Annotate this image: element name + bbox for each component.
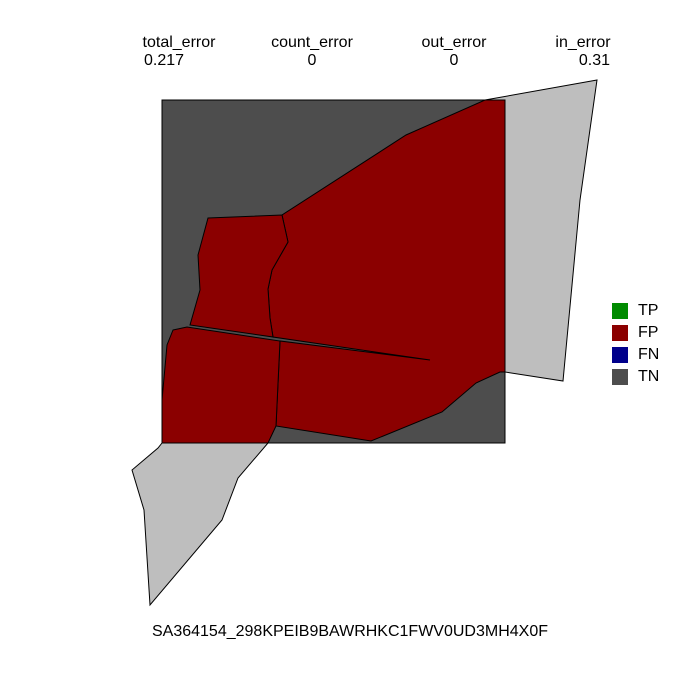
metric-value: 0.217 <box>144 52 185 69</box>
legend-item-tn: TN <box>612 366 659 388</box>
metric-value: 0 <box>449 52 459 69</box>
legend-label: TN <box>638 368 660 385</box>
legend-item-fp: FP <box>612 322 659 344</box>
metric-label: total_error <box>142 34 216 51</box>
legend-swatch <box>612 369 628 385</box>
legend: TP FP FN TN <box>612 300 659 388</box>
metric-in-error: in_error 0.31 <box>528 34 638 70</box>
fp-region-bottom-left <box>161 326 281 444</box>
metric-value: 0.31 <box>578 52 610 69</box>
legend-swatch <box>612 303 628 319</box>
legend-label: FN <box>638 346 660 363</box>
metric-out-error: out_error 0 <box>392 34 516 70</box>
outside-region-bottom-left <box>131 442 270 607</box>
legend-label: TP <box>638 302 659 319</box>
metric-label: in_error <box>555 34 611 51</box>
metric-count-error: count_error 0 <box>250 34 374 70</box>
legend-item-tp: TP <box>612 300 659 322</box>
image-id-caption: SA364154_298KPEIB9BAWRHKC1FWV0UD3MH4X0F <box>151 623 549 640</box>
legend-item-fn: FN <box>612 344 659 366</box>
metric-total-error: total_error 0.217 <box>124 34 234 70</box>
legend-label: FP <box>638 324 659 341</box>
metric-value: 0 <box>307 52 317 69</box>
legend-swatch <box>612 347 628 363</box>
metric-label: out_error <box>421 34 487 51</box>
legend-swatch <box>612 325 628 341</box>
metric-label: count_error <box>271 34 353 51</box>
fp-region-top-left <box>189 214 289 338</box>
